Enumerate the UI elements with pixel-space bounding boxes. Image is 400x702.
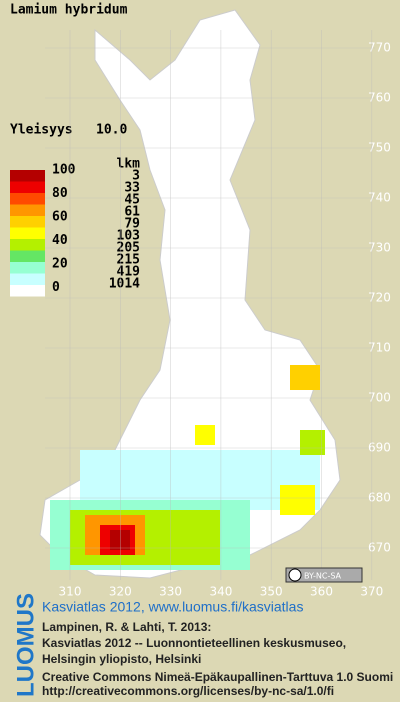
brand: LUOMUS <box>12 593 39 697</box>
y-tick-label: 750 <box>368 141 391 155</box>
cell-area <box>195 425 215 445</box>
y-tick-label: 680 <box>368 491 391 505</box>
legend-swatch <box>10 216 45 228</box>
legend-swatch <box>10 170 45 182</box>
legend-swatch <box>10 250 45 262</box>
y-tick-label: 670 <box>368 541 391 555</box>
citation-line: Kasviatlas 2012 -- Luonnontieteellinen k… <box>42 636 346 650</box>
citation-line: Lampinen, R. & Lahti, T. 2013: <box>42 620 211 634</box>
species-title: Lamium hybridum <box>10 3 128 18</box>
legend-count: 419 <box>117 265 140 280</box>
y-tick-label: 770 <box>368 41 391 55</box>
legend-swatch <box>10 262 45 274</box>
legend-count: 103 <box>117 229 140 244</box>
legend-count: 79 <box>124 217 140 232</box>
legend-scale-label: 20 <box>52 257 68 272</box>
legend-swatch <box>10 239 45 251</box>
x-tick-label: 340 <box>209 585 232 599</box>
legend-scale-label: 80 <box>52 186 68 201</box>
legend-swatch <box>10 193 45 205</box>
license-badge: BY-NC-SA <box>285 567 363 583</box>
legend-scale-label: 60 <box>52 210 68 225</box>
legend-count: 45 <box>124 193 140 208</box>
legend-scale-label: 40 <box>52 233 68 248</box>
cell-area <box>290 365 320 390</box>
legend-swatch <box>10 227 45 239</box>
x-tick-label: 350 <box>260 585 283 599</box>
x-tick-label: 310 <box>59 585 82 599</box>
frequency-label: Yleisyys <box>10 123 73 138</box>
x-tick-label: 320 <box>109 585 132 599</box>
legend-swatch <box>10 204 45 216</box>
cell-area <box>280 485 315 515</box>
y-tick-label: 740 <box>368 191 391 205</box>
legend-swatch <box>10 273 45 285</box>
legend-header: lkm <box>117 157 141 172</box>
cc-icon <box>288 568 302 582</box>
legend-count: 3 <box>132 169 140 184</box>
y-tick-label: 710 <box>368 341 391 355</box>
legend-swatch <box>10 181 45 193</box>
badge-text: BY-NC-SA <box>304 572 342 581</box>
y-tick-label: 760 <box>368 91 391 105</box>
atlas-link[interactable]: Kasviatlas 2012, www.luomus.fi/kasviatla… <box>42 599 303 615</box>
license-line: http://creativecommons.org/licenses/by-n… <box>42 684 334 698</box>
citation-line: Helsingin yliopisto, Helsinki <box>42 652 201 666</box>
legend-count: 215 <box>117 253 140 268</box>
cell-area <box>300 430 325 455</box>
y-tick-label: 700 <box>368 391 391 405</box>
legend-scale-label: 100 <box>52 163 76 178</box>
y-tick-label: 690 <box>368 441 391 455</box>
badge-box <box>285 567 363 583</box>
country-outline <box>39 9 341 579</box>
x-tick-label: 370 <box>360 585 383 599</box>
y-tick-label: 720 <box>368 291 391 305</box>
legend-count: 33 <box>124 181 140 196</box>
x-tick-label: 360 <box>310 585 333 599</box>
frequency-value: 10.0 <box>96 123 127 138</box>
license-line: Creative Commons Nimeä-Epäkaupallinen-Ta… <box>42 670 393 684</box>
x-tick-label: 330 <box>159 585 182 599</box>
y-tick-label: 730 <box>368 241 391 255</box>
legend-count: 1014 <box>109 277 140 292</box>
legend-count: 61 <box>124 205 140 220</box>
legend-scale-label: 0 <box>52 280 60 295</box>
legend-swatch <box>10 285 45 297</box>
